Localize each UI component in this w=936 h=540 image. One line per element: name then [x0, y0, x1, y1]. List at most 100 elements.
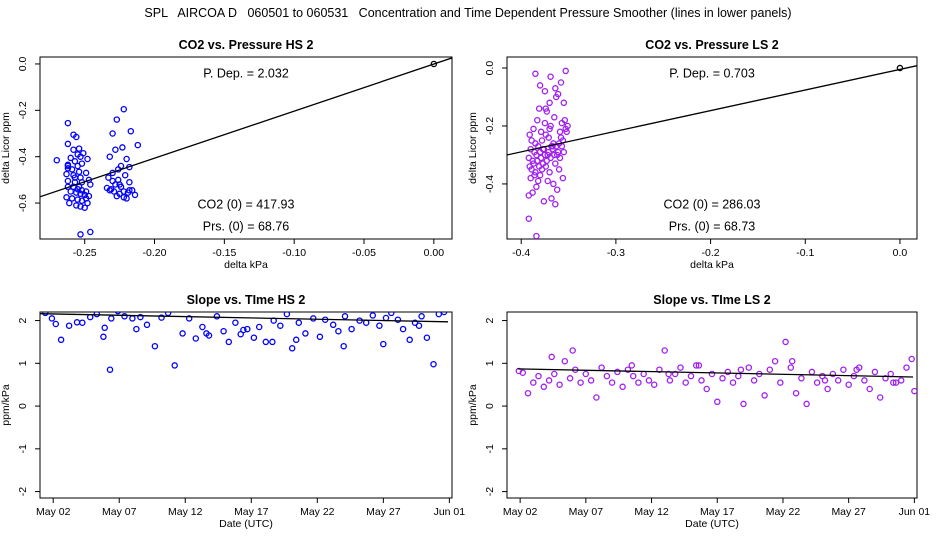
data-point	[310, 315, 317, 322]
data-point	[430, 360, 437, 368]
data-point	[542, 105, 550, 112]
data-point	[866, 385, 873, 393]
data-point	[887, 370, 894, 378]
data-point	[119, 144, 126, 151]
data-point	[73, 189, 80, 196]
data-point	[77, 203, 84, 210]
y-tick-label: -2	[484, 487, 496, 496]
data-point	[560, 99, 568, 107]
data-point	[546, 99, 553, 107]
y-tick-label: 0.0	[17, 57, 29, 72]
data-point	[57, 336, 65, 344]
data-point	[535, 105, 543, 112]
data-point	[629, 372, 637, 380]
y-tick-label: 0.0	[484, 61, 496, 76]
data-point	[556, 128, 564, 136]
data-point	[845, 381, 852, 388]
data-point	[143, 321, 151, 329]
data-point	[614, 368, 621, 376]
data-point	[556, 381, 563, 388]
data-point	[677, 364, 684, 371]
panel-p1: CO2 vs. Pressure HS 2 -0.25 -0.20 -0.15 -0.1…	[0, 38, 453, 271]
data-point	[121, 171, 129, 179]
x-tick-label: May 17	[234, 506, 269, 518]
panel-title: CO2 vs. Pressure HS 2	[179, 38, 314, 52]
data-point	[890, 379, 897, 386]
annotation-p-dep: P. Dep. = 0.703	[669, 66, 755, 80]
data-point	[64, 140, 72, 148]
data-point	[48, 315, 56, 322]
data-point	[650, 381, 658, 388]
data-point	[123, 195, 130, 202]
data-point	[792, 389, 800, 397]
data-point	[541, 119, 549, 127]
data-point	[302, 330, 309, 337]
data-point	[563, 128, 570, 136]
fit-line	[40, 57, 452, 198]
data-point	[80, 149, 87, 157]
y-tick-label: 0	[484, 403, 496, 409]
data-point	[829, 370, 837, 378]
data-point	[158, 314, 165, 321]
data-point	[714, 398, 721, 406]
fit-line	[517, 368, 914, 378]
data-point	[120, 105, 128, 113]
data-point	[703, 385, 710, 393]
data-point	[440, 312, 448, 316]
fit-line	[507, 65, 917, 156]
data-point	[559, 174, 567, 182]
x-tick-label: May 02	[503, 506, 538, 518]
data-point	[533, 232, 540, 239]
data-point	[548, 353, 555, 361]
data-point	[415, 322, 423, 329]
reference-point	[430, 60, 438, 68]
data-point	[106, 366, 114, 373]
data-point	[561, 116, 569, 124]
data-point	[543, 108, 551, 115]
data-point	[892, 379, 900, 386]
data-point	[171, 362, 178, 369]
data-point	[53, 156, 61, 164]
data-point	[547, 73, 554, 80]
data-point	[534, 177, 542, 185]
data-point	[577, 379, 584, 386]
x-tick-label: 0.0	[893, 247, 908, 259]
y-tick-label: -0.4	[17, 147, 29, 165]
data-point	[151, 342, 159, 350]
data-point	[340, 342, 347, 350]
data-point	[66, 199, 73, 207]
data-point	[729, 379, 737, 386]
data-point	[587, 377, 595, 384]
data-point	[295, 319, 303, 326]
data-point	[71, 174, 79, 181]
y-tick-label: 1	[484, 360, 496, 366]
data-point	[788, 357, 796, 365]
data-point	[134, 141, 142, 149]
data-point	[882, 375, 889, 382]
panel-title: Slope vs. TIme HS 2	[187, 293, 306, 307]
panel-p2: CO2 vs. Pressure LS 2 -0.4 -0.3 -0.2 -0.1 0.0…	[467, 38, 918, 271]
data-point	[288, 345, 296, 352]
data-point	[903, 364, 910, 371]
data-point	[105, 174, 112, 181]
y-axis-label: ppm/kPa	[0, 384, 12, 426]
panel-title: CO2 vs. Pressure LS 2	[645, 38, 778, 52]
data-point	[103, 184, 111, 192]
data-point	[126, 178, 133, 186]
data-point	[552, 85, 559, 92]
data-point	[64, 177, 72, 185]
x-axis-label: delta kPa	[690, 259, 734, 271]
data-point	[411, 319, 419, 326]
data-point	[536, 82, 544, 89]
data-point	[283, 312, 291, 318]
x-tick-label: -0.20	[143, 247, 167, 259]
data-point	[537, 128, 545, 136]
data-point	[532, 169, 539, 176]
data-point	[532, 70, 539, 78]
data-point	[262, 338, 270, 346]
data-point	[137, 313, 144, 321]
data-point	[719, 375, 726, 382]
y-tick-label: 2	[484, 317, 496, 323]
